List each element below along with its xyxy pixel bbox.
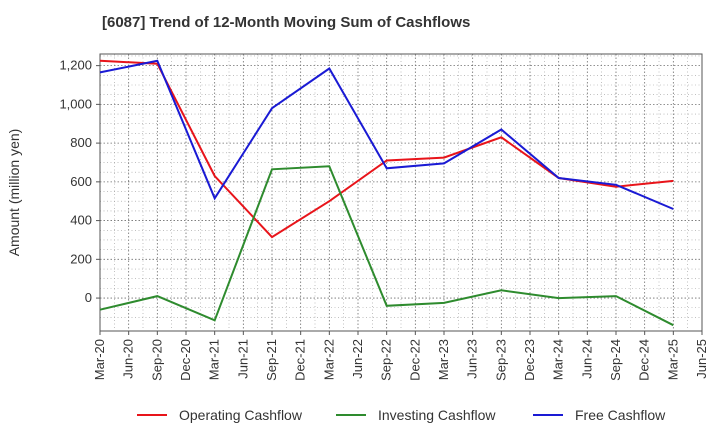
x-tick-label: Sep-23 (493, 339, 508, 381)
legend-swatch (533, 414, 563, 416)
legend-swatch (137, 414, 167, 416)
y-tick-label: 400 (70, 213, 92, 228)
y-tick-label: 200 (70, 251, 92, 266)
x-tick-label: Dec-24 (637, 339, 652, 381)
x-tick-label: Mar-22 (321, 339, 336, 380)
legend: Operating Cashflow Investing Cashflow Free… (0, 405, 720, 425)
x-tick-label: Mar-24 (551, 339, 566, 380)
x-tick-label: Sep-24 (608, 339, 623, 381)
y-axis-label: Amount (million yen) (6, 129, 22, 257)
x-tick-label: Jun-24 (579, 339, 594, 379)
x-tick-label: Dec-22 (407, 339, 422, 381)
legend-label: Free Cashflow (575, 407, 666, 423)
legend-item-investing-cashflow: Investing Cashflow (336, 405, 496, 425)
x-tick-label: Sep-20 (149, 339, 164, 381)
y-tick-label: 1,000 (59, 96, 92, 111)
x-tick-label: Dec-23 (522, 339, 537, 381)
x-tick-label: Mar-21 (207, 339, 222, 380)
legend-label: Investing Cashflow (378, 407, 496, 423)
x-tick-label: Mar-25 (665, 339, 680, 380)
y-tick-label: 600 (70, 174, 92, 189)
x-tick-label: Jun-21 (235, 339, 250, 379)
chart-plot: 0 200 400 600 800 1,000 1,200 Mar-20 Jun-20 Sep-2… (6, 53, 709, 381)
y-tick-label: 1,200 (59, 58, 92, 73)
plot-frame (99, 53, 703, 332)
legend-swatch (336, 414, 366, 416)
y-tick-label: 800 (70, 135, 92, 150)
x-tick-label: Mar-20 (92, 339, 107, 380)
series-line-free-cashflow (99, 59, 674, 210)
x-tick-label: Jun-25 (694, 339, 709, 379)
legend-item-operating-cashflow: Operating Cashflow (137, 405, 302, 425)
legend-item-free-cashflow: Free Cashflow (533, 405, 665, 425)
x-tick-label: Dec-21 (293, 339, 308, 381)
x-tick-label: Mar-23 (436, 339, 451, 380)
y-tick-label: 0 (85, 290, 92, 305)
legend-label: Operating Cashflow (179, 407, 302, 423)
x-tick-label: Jun-22 (350, 339, 365, 379)
x-tick-label: Jun-20 (121, 339, 136, 379)
chart-title: [6087] Trend of 12-Month Moving Sum of C… (102, 14, 471, 31)
series-line-investing-cashflow (99, 165, 674, 327)
x-tick-label: Sep-22 (379, 339, 394, 381)
x-tick-label: Jun-23 (465, 339, 480, 379)
x-tick-label: Sep-21 (264, 339, 279, 381)
x-tick-label: Dec-20 (178, 339, 193, 381)
